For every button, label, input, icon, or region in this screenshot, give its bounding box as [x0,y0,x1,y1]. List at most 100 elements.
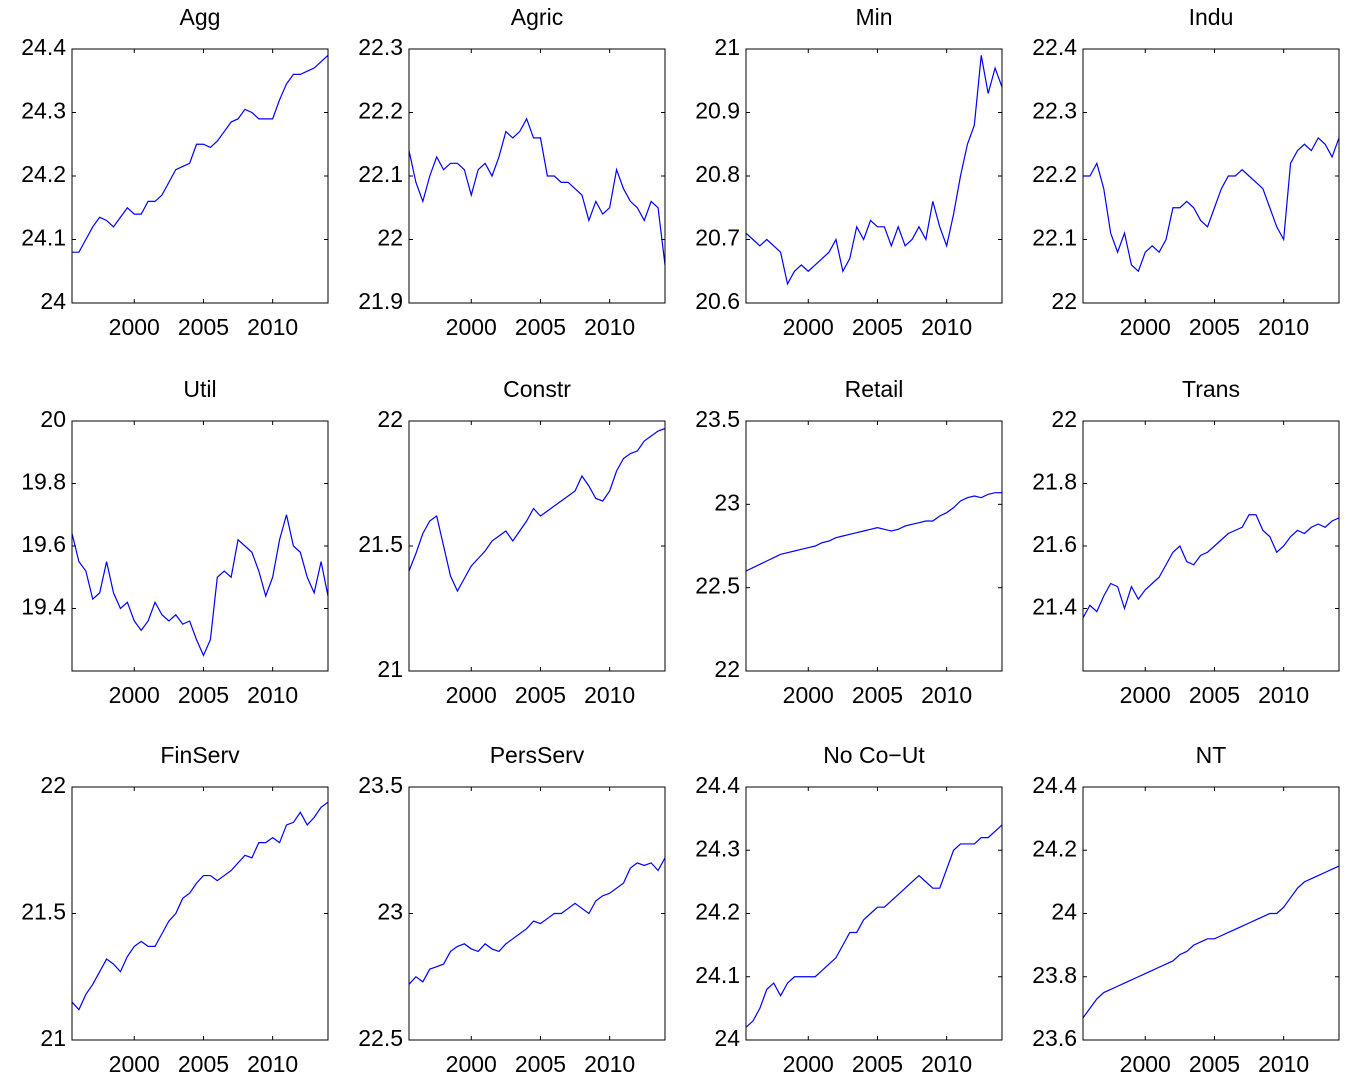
subplot-title: Agric [511,4,563,30]
y-tick-label: 20.7 [695,225,740,251]
y-tick-label: 22 [714,656,740,682]
axes-box [745,786,1003,1041]
axes-box [408,420,666,672]
data-line [1082,865,1340,1019]
x-tick-label: 2005 [515,1051,566,1077]
y-tick-label: 22.3 [1032,98,1077,124]
y-tick-label: 21.5 [358,531,403,557]
axes-box [71,48,329,304]
y-tick-label: 23 [714,489,740,515]
x-tick-label: 2000 [783,314,834,340]
y-tick-label: 19.4 [21,594,66,620]
y-tick-label: 22.2 [1032,161,1077,187]
data-line [71,801,329,1011]
subplot-title: Indu [1189,4,1234,30]
y-tick-label: 23 [377,899,403,925]
subplot-title: No Co−Ut [823,742,925,768]
y-tick-label: 22.2 [358,98,403,124]
y-tick-label: 21.4 [1032,594,1077,620]
axes-box [408,48,666,304]
x-tick-label: 2010 [584,682,635,708]
y-tick-label: 22.4 [1032,34,1077,60]
data-line [1082,514,1340,619]
x-tick-label: 2005 [178,1051,229,1077]
y-tick-label: 20.8 [695,161,740,187]
x-tick-label: 2010 [247,682,298,708]
y-tick-label: 20.9 [695,98,740,124]
x-tick-label: 2000 [783,1051,834,1077]
y-tick-label: 24.1 [21,225,66,251]
y-tick-label: 22.3 [358,34,403,60]
y-tick-label: 24 [40,288,66,314]
data-line [408,427,666,593]
axes-box [745,420,1003,672]
x-tick-label: 2010 [921,314,972,340]
y-tick-label: 24.4 [21,34,66,60]
subplot-title: Min [855,4,892,30]
y-tick-label: 21.5 [21,899,66,925]
x-tick-label: 2010 [247,314,298,340]
data-line [1083,136,1340,273]
axes-box [1082,48,1340,304]
y-tick-label: 24.3 [21,98,66,124]
axes-box [1082,786,1340,1041]
y-tick-label: 21.8 [1032,469,1077,495]
y-tick-label: 22 [1051,406,1077,432]
x-tick-label: 2000 [1120,682,1171,708]
y-tick-label: 20 [40,406,66,432]
y-tick-label: 24.3 [695,835,740,861]
x-tick-label: 2005 [852,1051,903,1077]
y-tick-label: 22.5 [358,1025,403,1051]
data-line [745,824,1003,1028]
y-tick-label: 24.2 [1032,835,1077,861]
x-tick-label: 2010 [1258,682,1309,708]
x-tick-label: 2005 [1189,682,1240,708]
y-tick-label: 19.6 [21,531,66,557]
y-tick-label: 22 [377,406,403,432]
y-tick-label: 22.1 [1032,225,1077,251]
x-tick-label: 2010 [921,682,972,708]
x-tick-label: 2000 [1120,314,1171,340]
x-tick-label: 2000 [783,682,834,708]
x-tick-label: 2005 [178,314,229,340]
axes-box [71,420,329,672]
axes-box [71,786,329,1041]
y-tick-label: 24.4 [695,772,740,798]
x-tick-label: 2005 [178,682,229,708]
subplot-title: PersServ [490,742,585,768]
y-tick-label: 24 [714,1025,740,1051]
y-tick-label: 23.5 [358,772,403,798]
subplot-title: Agg [180,4,221,30]
y-tick-label: 21 [714,34,740,60]
x-tick-label: 2010 [921,1051,972,1077]
x-tick-label: 2000 [109,682,160,708]
x-tick-label: 2000 [109,1051,160,1077]
subplot-title: NT [1196,742,1227,768]
x-tick-label: 2000 [109,314,160,340]
x-tick-label: 2000 [446,1051,497,1077]
x-tick-label: 2000 [446,682,497,708]
y-tick-label: 24.2 [21,161,66,187]
y-tick-label: 24 [1051,899,1077,925]
y-tick-label: 21 [377,656,403,682]
y-tick-label: 24.2 [695,899,740,925]
subplot-title: Constr [503,376,571,402]
x-tick-label: 2005 [852,682,903,708]
y-tick-label: 23.5 [695,406,740,432]
y-tick-label: 24.1 [695,962,740,988]
x-tick-label: 2000 [446,314,497,340]
x-tick-label: 2005 [1189,1051,1240,1077]
y-tick-label: 23.6 [1032,1025,1077,1051]
subplot-title: Trans [1182,376,1240,402]
y-tick-label: 22 [377,225,403,251]
x-tick-label: 2005 [1189,314,1240,340]
y-tick-label: 22.1 [358,161,403,187]
y-tick-label: 24.4 [1032,772,1077,798]
x-tick-label: 2010 [584,314,635,340]
axes-box [745,48,1003,304]
y-tick-label: 23.8 [1032,962,1077,988]
y-tick-label: 19.8 [21,469,66,495]
axes-box [408,786,666,1041]
